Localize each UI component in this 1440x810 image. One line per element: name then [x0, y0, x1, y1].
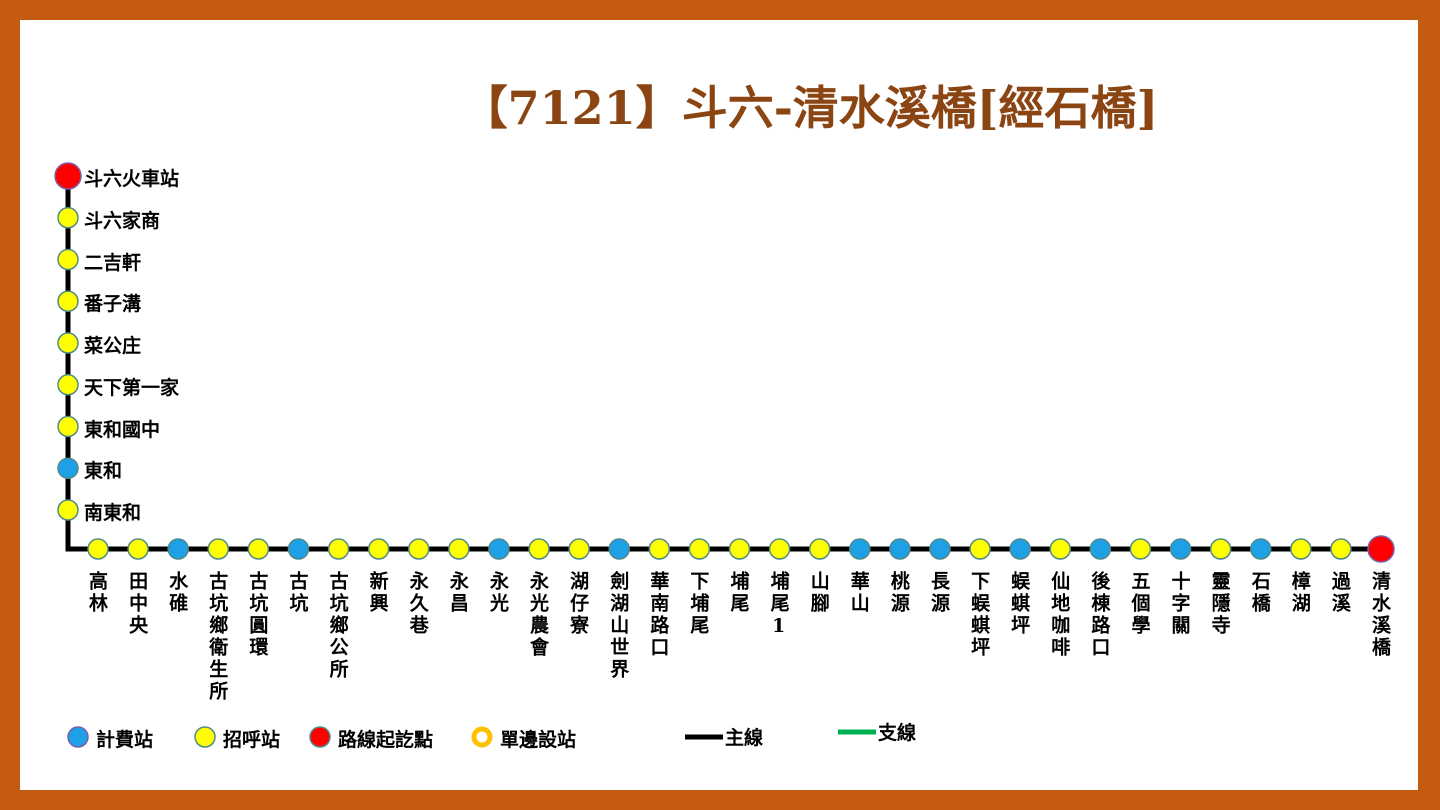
station-name: 天下第一家 [84, 376, 180, 399]
station-dot [1009, 538, 1031, 560]
station-name: 永光 [486, 571, 509, 615]
station-name: 古坑 [286, 571, 309, 615]
station-dot [247, 538, 270, 560]
station-name: 古坑鄉公所 [326, 571, 349, 681]
station-dot [608, 538, 630, 560]
main-line [65, 176, 1381, 552]
station-name: 劍湖山世界 [607, 571, 630, 681]
legend-label: 路線起訖點 [338, 729, 434, 751]
station-dot [327, 538, 350, 560]
station-dot [1209, 538, 1232, 560]
station-dot [57, 374, 79, 396]
station-name: 過溪 [1328, 571, 1351, 615]
station-name: 古坑鄉衛生所 [206, 571, 229, 703]
station-dot [287, 538, 310, 560]
station-dot [57, 332, 79, 354]
panel [20, 20, 1418, 790]
station-dot [1049, 538, 1071, 560]
station-name: 湖仔寮 [567, 571, 590, 637]
station-name: 古坑圓環 [246, 571, 269, 659]
station-dot [1089, 538, 1112, 560]
legend-label: 計費站 [96, 729, 154, 751]
station-name: 東和 [84, 460, 123, 483]
station-name: 菜公庄 [84, 335, 142, 357]
station-name: 斗六家商 [84, 209, 161, 232]
station-name: 五個學 [1128, 571, 1151, 637]
title: 【7121】斗六-清水溪橋[經石橋] [461, 81, 1159, 135]
station-dot [1330, 538, 1352, 560]
station-dot [87, 538, 109, 560]
legend-swatch [194, 726, 216, 748]
station-dot [1169, 538, 1192, 560]
station-dot [167, 538, 189, 560]
legend-label: 招呼站 [223, 729, 281, 751]
legend-label: 主線 [725, 727, 764, 749]
station-name: 二吉軒 [84, 251, 142, 274]
station-dot [57, 499, 79, 521]
station-dot [889, 538, 911, 560]
station-name: 永昌 [446, 571, 469, 615]
station-dot [367, 538, 390, 560]
station-dot [488, 538, 510, 560]
station-dot [1249, 538, 1272, 560]
station-dot [448, 538, 470, 560]
station-dot [808, 538, 831, 560]
station-name: 石橋 [1248, 571, 1271, 615]
station-name: 永光農會 [527, 571, 550, 659]
station-name: 華南路口 [647, 571, 670, 659]
station-name: 水碓 [166, 571, 189, 615]
station-dot [648, 538, 671, 560]
station-dot [728, 538, 751, 560]
station-name: 下埔尾 [687, 571, 710, 637]
legend-swatch [471, 726, 493, 748]
station-dot [568, 538, 590, 560]
station-dot [969, 538, 991, 560]
station-name: 蜈蜞坪 [1008, 571, 1031, 637]
station-dot [1367, 535, 1395, 563]
station-name: 後棟路口 [1088, 571, 1111, 659]
station-dot [1290, 538, 1312, 560]
station-dot [57, 248, 79, 271]
station-name: 埔尾 [727, 571, 750, 615]
station-dot [849, 538, 871, 560]
station-dot [57, 290, 79, 312]
station-name: 斗六火車站 [84, 168, 180, 190]
station-dot [57, 457, 79, 479]
station-dot [127, 538, 149, 560]
legend-label: 支線 [878, 722, 917, 744]
station-name: 南東和 [84, 502, 142, 524]
legend-swatch [309, 726, 331, 748]
station-name: 下蜈蜞坪 [968, 571, 991, 659]
station-dot [1129, 538, 1152, 560]
station-dot [528, 538, 550, 560]
station-name: 東和國中 [84, 418, 161, 441]
station-name: 靈隱寺 [1208, 571, 1231, 637]
station-name: 長源 [927, 571, 950, 615]
station-dot [929, 538, 951, 560]
station-name: 華山 [847, 571, 870, 615]
station-name: 新興 [366, 571, 389, 615]
station-name: 高林 [86, 571, 108, 615]
station-name: 埔尾1 [767, 571, 790, 640]
station-name: 清水溪橋 [1369, 571, 1391, 659]
station-name: 永久巷 [406, 571, 429, 637]
station-dot [57, 415, 79, 438]
station-dot [54, 162, 82, 190]
station-name: 山腳 [807, 571, 830, 615]
station-name: 樟湖 [1288, 571, 1311, 615]
station-dot [57, 207, 79, 229]
station-name: 桃源 [887, 571, 910, 615]
station-dot [768, 538, 791, 560]
station-name: 田中央 [126, 571, 149, 637]
station-dot [688, 538, 711, 560]
legend-label: 單邊設站 [500, 729, 577, 751]
station-name: 番子溝 [84, 293, 142, 316]
legend-swatch [67, 726, 89, 748]
station-dot [207, 538, 230, 560]
station-name: 仙地咖啡 [1048, 571, 1071, 659]
station-dot [408, 538, 430, 560]
station-name: 十字關 [1168, 571, 1191, 637]
